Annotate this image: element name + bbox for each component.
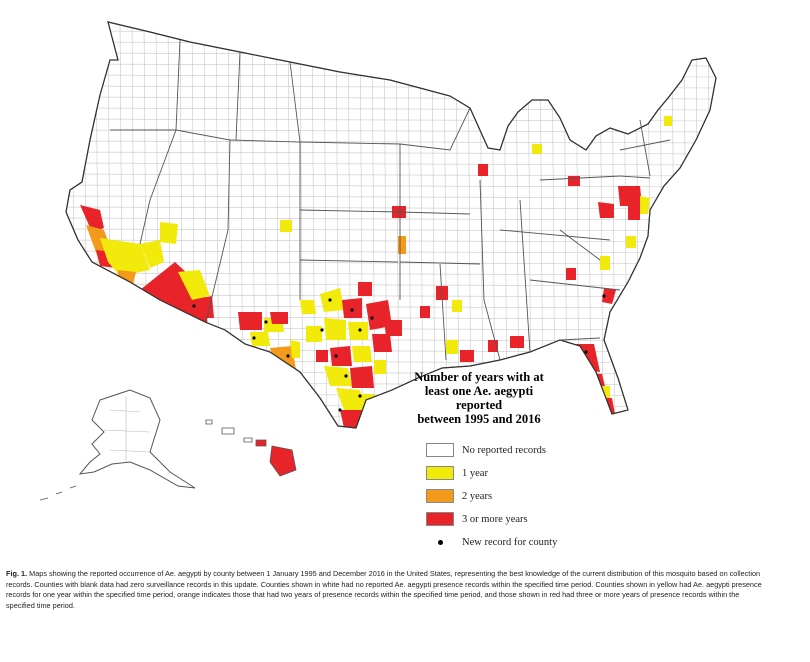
legend-title-line-1: Number of years with at — [414, 370, 544, 384]
gulf-coast-counties — [420, 286, 524, 362]
figure-label: Fig. 1. — [6, 569, 28, 578]
alaska-outline — [78, 389, 196, 489]
legend-swatch-3-plus-years — [426, 512, 454, 526]
figure-caption: Fig. 1. Maps showing the reported occurr… — [6, 569, 766, 611]
legend: No reported records 1 year 2 years 3 or … — [426, 441, 646, 556]
legend-title-line-3: between 1995 and 2016 — [417, 412, 541, 426]
new-record-dot — [584, 350, 588, 354]
legend-label-1-year: 1 year — [462, 467, 488, 479]
conus-border — [65, 21, 717, 429]
hawaii — [205, 419, 297, 477]
caption-text: Maps showing the reported occurrence of … — [6, 569, 762, 610]
legend-swatch-2-years — [426, 489, 454, 503]
new-record-dot — [264, 320, 268, 324]
alaska-counties — [103, 396, 151, 462]
legend-label-2-years: 2 years — [462, 490, 493, 502]
legend-item-new-record: New record for county — [426, 533, 646, 551]
new-record-dot — [344, 374, 348, 378]
new-record-dots — [192, 294, 606, 412]
legend-label-new-record: New record for county — [462, 536, 558, 548]
texas-counties — [270, 282, 402, 428]
east-coast-counties — [566, 186, 650, 304]
legend-swatch-1-year — [426, 466, 454, 480]
new-record-dot — [334, 354, 338, 358]
legend-item-1-year: 1 year — [426, 464, 646, 482]
legend-title-line-2: least one Ae. aegypti reported — [424, 384, 534, 412]
legend-item-2-years: 2 years — [426, 487, 646, 505]
legend-label-3-plus-years: 3 or more years — [462, 513, 528, 525]
legend-label-none: No reported records — [462, 444, 546, 456]
new-record-dot-icon — [426, 535, 454, 549]
new-record-dot — [350, 308, 354, 312]
legend-item-none: No reported records — [426, 441, 646, 459]
new-record-dot — [602, 294, 606, 298]
new-record-dot — [370, 316, 374, 320]
legend-item-3-plus-years: 3 or more years — [426, 510, 646, 528]
us-county-map — [39, 21, 717, 501]
new-record-dot — [286, 354, 290, 358]
new-record-dot — [358, 328, 362, 332]
new-record-dot — [252, 336, 256, 340]
legend-swatch-none — [426, 443, 454, 457]
legend-title: Number of years with at least one Ae. ae… — [404, 370, 554, 426]
new-record-dot — [328, 298, 332, 302]
aleutian-islands — [39, 485, 77, 501]
new-record-dot — [338, 408, 342, 412]
new-record-dot — [320, 328, 324, 332]
state-borders — [110, 39, 671, 361]
new-mexico-counties — [238, 312, 288, 346]
new-record-dot — [192, 304, 196, 308]
new-record-dot — [358, 394, 362, 398]
